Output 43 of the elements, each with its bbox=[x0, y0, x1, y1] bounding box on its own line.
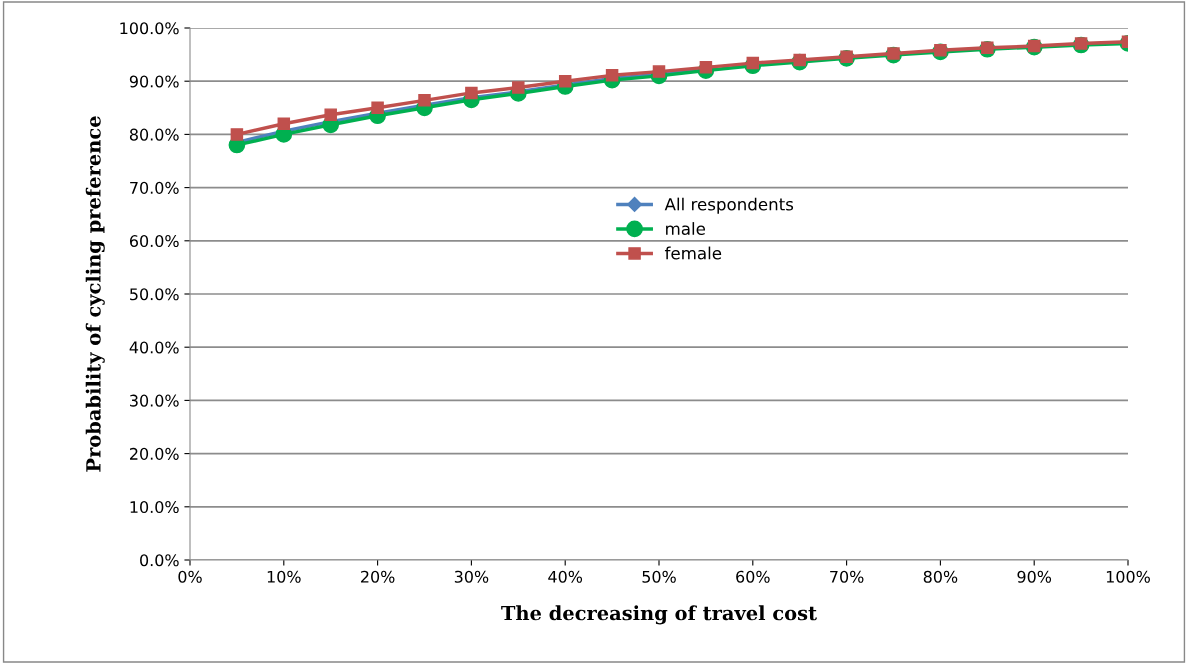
y-tick-label: 40.0% bbox=[129, 341, 179, 354]
legend-label: All respondents bbox=[664, 197, 794, 214]
point bbox=[465, 86, 478, 100]
point bbox=[793, 53, 806, 67]
x-tick-label: 60% bbox=[736, 570, 770, 583]
x-tick-label: 70% bbox=[830, 570, 864, 583]
x-tick-label: 100% bbox=[1106, 570, 1150, 583]
point bbox=[840, 50, 853, 63]
y-axis-title: Probability of cycling preference bbox=[85, 116, 105, 472]
y-tick-label: 90.0% bbox=[129, 75, 179, 88]
x-tick-label: 10% bbox=[267, 570, 301, 583]
x-tick-label: 30% bbox=[454, 570, 489, 583]
y-tick-label: 50.0% bbox=[130, 288, 179, 301]
x-tick-label: 0% bbox=[178, 570, 202, 583]
y-tick-label: 20.0% bbox=[130, 447, 179, 460]
point bbox=[324, 108, 337, 121]
x-tick-label: 50% bbox=[642, 570, 676, 583]
legend-label: male bbox=[666, 222, 706, 235]
y-tick-label: 100.0% bbox=[120, 22, 179, 35]
point bbox=[746, 56, 760, 70]
y-tick-label: 80.0% bbox=[129, 128, 179, 141]
point bbox=[230, 128, 244, 141]
x-axis-title: The decreasing of travel cost bbox=[501, 605, 817, 625]
y-tick-label: 60.0% bbox=[129, 235, 179, 248]
point bbox=[652, 65, 666, 78]
point bbox=[699, 61, 713, 74]
point bbox=[418, 94, 431, 107]
point bbox=[558, 74, 572, 88]
point bbox=[512, 81, 525, 94]
x-tick-label: 20% bbox=[361, 570, 395, 583]
point bbox=[371, 101, 384, 115]
legend-label: female bbox=[664, 246, 722, 260]
y-tick-label: 30.0% bbox=[130, 394, 179, 407]
point bbox=[981, 41, 994, 54]
y-tick-label: 10.0% bbox=[130, 501, 179, 514]
point bbox=[277, 117, 291, 131]
point bbox=[605, 69, 619, 82]
x-tick-label: 80% bbox=[923, 570, 958, 583]
x-tick-label: 40% bbox=[548, 570, 583, 583]
y-tick-label: 0.0% bbox=[140, 554, 179, 567]
point bbox=[1074, 37, 1088, 50]
y-tick-label: 70.0% bbox=[130, 181, 179, 194]
x-tick-label: 90% bbox=[1017, 570, 1052, 583]
